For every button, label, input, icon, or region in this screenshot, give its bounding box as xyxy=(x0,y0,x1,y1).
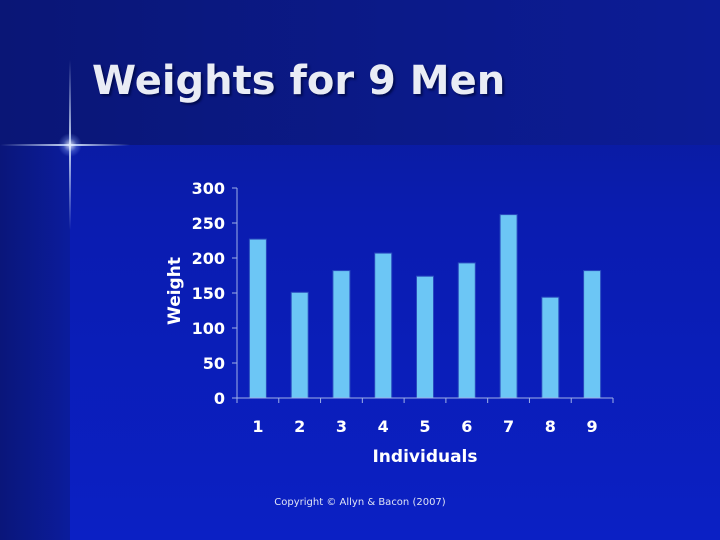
bar-8 xyxy=(541,296,560,399)
x-tick-label: 5 xyxy=(419,417,430,436)
bar-7 xyxy=(499,214,518,399)
bar-1 xyxy=(248,238,267,399)
x-tick-label: 6 xyxy=(461,417,472,436)
light-flare-glow xyxy=(58,133,82,157)
y-tick-label: 100 xyxy=(192,319,225,338)
y-axis-title: Weight xyxy=(165,257,185,325)
bar-9 xyxy=(583,270,602,399)
bars-group xyxy=(248,214,602,399)
bar-5 xyxy=(416,275,434,399)
bar-2 xyxy=(290,291,309,399)
y-tick-label: 300 xyxy=(192,179,225,198)
slide-title: Weights for 9 Men xyxy=(92,58,506,104)
y-tick-label: 200 xyxy=(192,249,225,268)
x-tick-label: 2 xyxy=(294,417,305,436)
x-tick-label: 9 xyxy=(587,417,598,436)
x-tick-label: 3 xyxy=(336,417,347,436)
title-band xyxy=(0,0,720,145)
x-tick-label: 1 xyxy=(252,417,263,436)
left-band xyxy=(0,145,70,540)
y-tick-label: 50 xyxy=(203,354,225,373)
x-axis-title: Individuals xyxy=(372,447,477,467)
x-tick-label: 7 xyxy=(503,417,514,436)
bar-3 xyxy=(332,270,351,399)
bar-4 xyxy=(374,252,393,399)
x-tick-label: 4 xyxy=(378,417,389,436)
y-tick-label: 150 xyxy=(192,284,225,303)
copyright-notice: Copyright © Allyn & Bacon (2007) xyxy=(274,497,446,508)
y-tick-label: 250 xyxy=(192,214,225,233)
bar-6 xyxy=(457,262,476,399)
y-tick-label: 0 xyxy=(214,389,225,408)
y-ticks-group: 0 50 100 150 200 250 300 xyxy=(192,179,237,408)
x-tick-label: 8 xyxy=(545,417,556,436)
x-ticks-group: 1 2 3 4 5 6 7 8 9 xyxy=(236,398,614,436)
